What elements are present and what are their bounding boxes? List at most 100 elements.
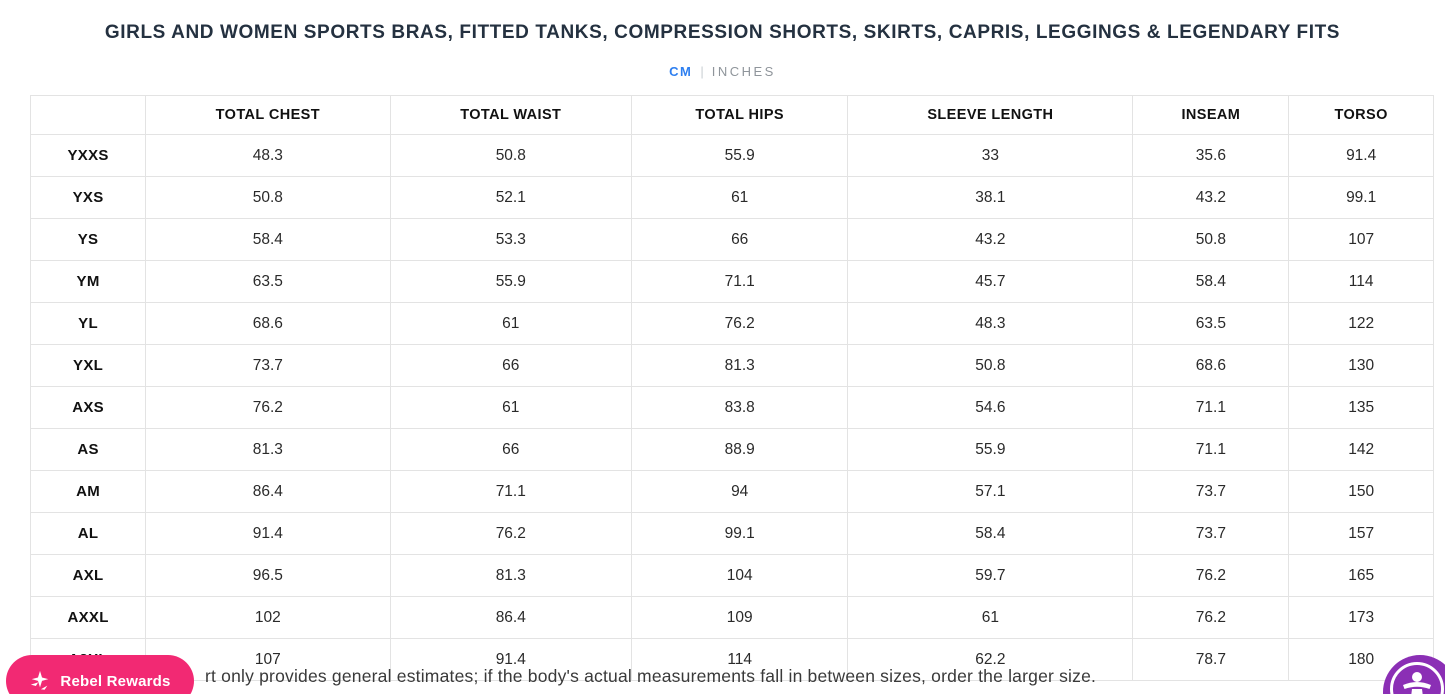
value-cell: 66: [389, 428, 633, 471]
rebel-rewards-label: Rebel Rewards: [60, 672, 171, 690]
size-chart-footnote: rt only provides general estimates; if t…: [205, 666, 1097, 686]
table-row: YXXS 48.3 50.8 55.9 33 35.6 91.4: [29, 134, 1434, 177]
table-row: AM 86.4 71.1 94 57.1 73.7 150: [29, 470, 1434, 513]
value-cell: 73.7: [145, 344, 391, 387]
value-cell: 114: [631, 638, 849, 681]
value-cell: 78.7: [1132, 638, 1290, 681]
size-cell: YM: [29, 260, 147, 303]
size-cell: AXXL: [29, 596, 147, 639]
value-cell: 102: [145, 596, 391, 639]
value-cell: 150: [1288, 470, 1434, 513]
value-cell: 57.1: [847, 470, 1134, 513]
value-cell: 43.2: [1132, 176, 1290, 219]
value-cell: 50.8: [145, 176, 391, 219]
table-row: AXL 96.5 81.3 104 59.7 76.2 165: [29, 554, 1434, 597]
table-row: YL 68.6 61 76.2 48.3 63.5 122: [29, 302, 1434, 345]
column-header: TOTAL CHEST: [145, 95, 391, 135]
value-cell: 165: [1288, 554, 1434, 597]
size-chart-table-header: TOTAL CHEST TOTAL WAIST TOTAL HIPS SLEEVE L…: [29, 95, 1434, 135]
unit-toggle-inches[interactable]: INCHES: [711, 64, 776, 79]
value-cell: 61: [389, 302, 633, 345]
table-row: YM 63.5 55.9 71.1 45.7 58.4 114: [29, 260, 1434, 303]
value-cell: 114: [1288, 260, 1434, 303]
value-cell: 173: [1288, 596, 1434, 639]
rebel-rewards-button[interactable]: Rebel Rewards: [6, 655, 194, 694]
value-cell: 135: [1288, 386, 1434, 429]
value-cell: 142: [1288, 428, 1434, 471]
value-cell: 48.3: [145, 134, 391, 177]
value-cell: 61: [847, 596, 1134, 639]
value-cell: 58.4: [1132, 260, 1290, 303]
value-cell: 59.7: [847, 554, 1134, 597]
sparkle-star-icon: [31, 670, 49, 690]
table-row: AS 81.3 66 88.9 55.9 71.1 142: [29, 428, 1434, 471]
value-cell: 99.1: [631, 512, 849, 555]
size-cell: AM: [29, 470, 147, 513]
value-cell: 88.9: [631, 428, 849, 471]
value-cell: 66: [389, 344, 633, 387]
value-cell: 81.3: [145, 428, 391, 471]
value-cell: 81.3: [631, 344, 849, 387]
value-cell: 130: [1288, 344, 1434, 387]
value-cell: 104: [631, 554, 849, 597]
value-cell: 107: [1288, 218, 1434, 261]
value-cell: 53.3: [389, 218, 633, 261]
value-cell: 76.2: [389, 512, 633, 555]
unit-toggle: CM | INCHES: [0, 64, 1445, 79]
value-cell: 50.8: [847, 344, 1134, 387]
value-cell: 91.4: [145, 512, 391, 555]
size-cell: AL: [29, 512, 147, 555]
value-cell: 81.3: [389, 554, 633, 597]
value-cell: 68.6: [1132, 344, 1290, 387]
value-cell: 83.8: [631, 386, 849, 429]
size-cell: YXL: [29, 344, 147, 387]
value-cell: 50.8: [389, 134, 633, 177]
value-cell: 48.3: [847, 302, 1134, 345]
value-cell: 71.1: [1132, 386, 1290, 429]
value-cell: 63.5: [145, 260, 391, 303]
value-cell: 61: [389, 386, 633, 429]
value-cell: 73.7: [1132, 512, 1290, 555]
size-cell: YL: [29, 302, 147, 345]
page-title: GIRLS AND WOMEN SPORTS BRAS, FITTED TANK…: [104, 22, 1341, 43]
value-cell: 76.2: [1132, 596, 1290, 639]
value-cell: 94: [631, 470, 849, 513]
value-cell: 55.9: [389, 260, 633, 303]
value-cell: 43.2: [847, 218, 1134, 261]
value-cell: 62.2: [847, 638, 1134, 681]
value-cell: 58.4: [145, 218, 391, 261]
table-row: AXS 76.2 61 83.8 54.6 71.1 135: [29, 386, 1434, 429]
value-cell: 86.4: [389, 596, 633, 639]
column-header: SLEEVE LENGTH: [847, 95, 1134, 135]
table-row: AXXL 102 86.4 109 61 76.2 173: [29, 596, 1434, 639]
unit-toggle-cm[interactable]: CM: [669, 64, 693, 79]
value-cell: 76.2: [631, 302, 849, 345]
table-row: YS 58.4 53.3 66 43.2 50.8 107: [29, 218, 1434, 261]
value-cell: 55.9: [847, 428, 1134, 471]
size-cell: YXS: [29, 176, 147, 219]
value-cell: 96.5: [145, 554, 391, 597]
accessibility-person-icon: [1403, 672, 1431, 694]
value-cell: 50.8: [1132, 218, 1290, 261]
value-cell: 122: [1288, 302, 1434, 345]
value-cell: 157: [1288, 512, 1434, 555]
column-header: INSEAM: [1132, 95, 1290, 135]
value-cell: 33: [847, 134, 1134, 177]
value-cell: 55.9: [631, 134, 849, 177]
value-cell: 35.6: [1132, 134, 1290, 177]
column-header: TOTAL WAIST: [389, 95, 633, 135]
value-cell: 73.7: [1132, 470, 1290, 513]
value-cell: 68.6: [145, 302, 391, 345]
value-cell: 91.4: [389, 638, 633, 681]
value-cell: 58.4: [847, 512, 1134, 555]
value-cell: 76.2: [1132, 554, 1290, 597]
unit-toggle-separator: |: [700, 64, 704, 79]
value-cell: 99.1: [1288, 176, 1434, 219]
table-row: YXS 50.8 52.1 61 38.1 43.2 99.1: [29, 176, 1434, 219]
table-row: AL 91.4 76.2 99.1 58.4 73.7 157: [29, 512, 1434, 555]
size-cell: AXS: [29, 386, 147, 429]
size-column-header: [29, 95, 147, 135]
value-cell: 38.1: [847, 176, 1134, 219]
value-cell: 61: [631, 176, 849, 219]
